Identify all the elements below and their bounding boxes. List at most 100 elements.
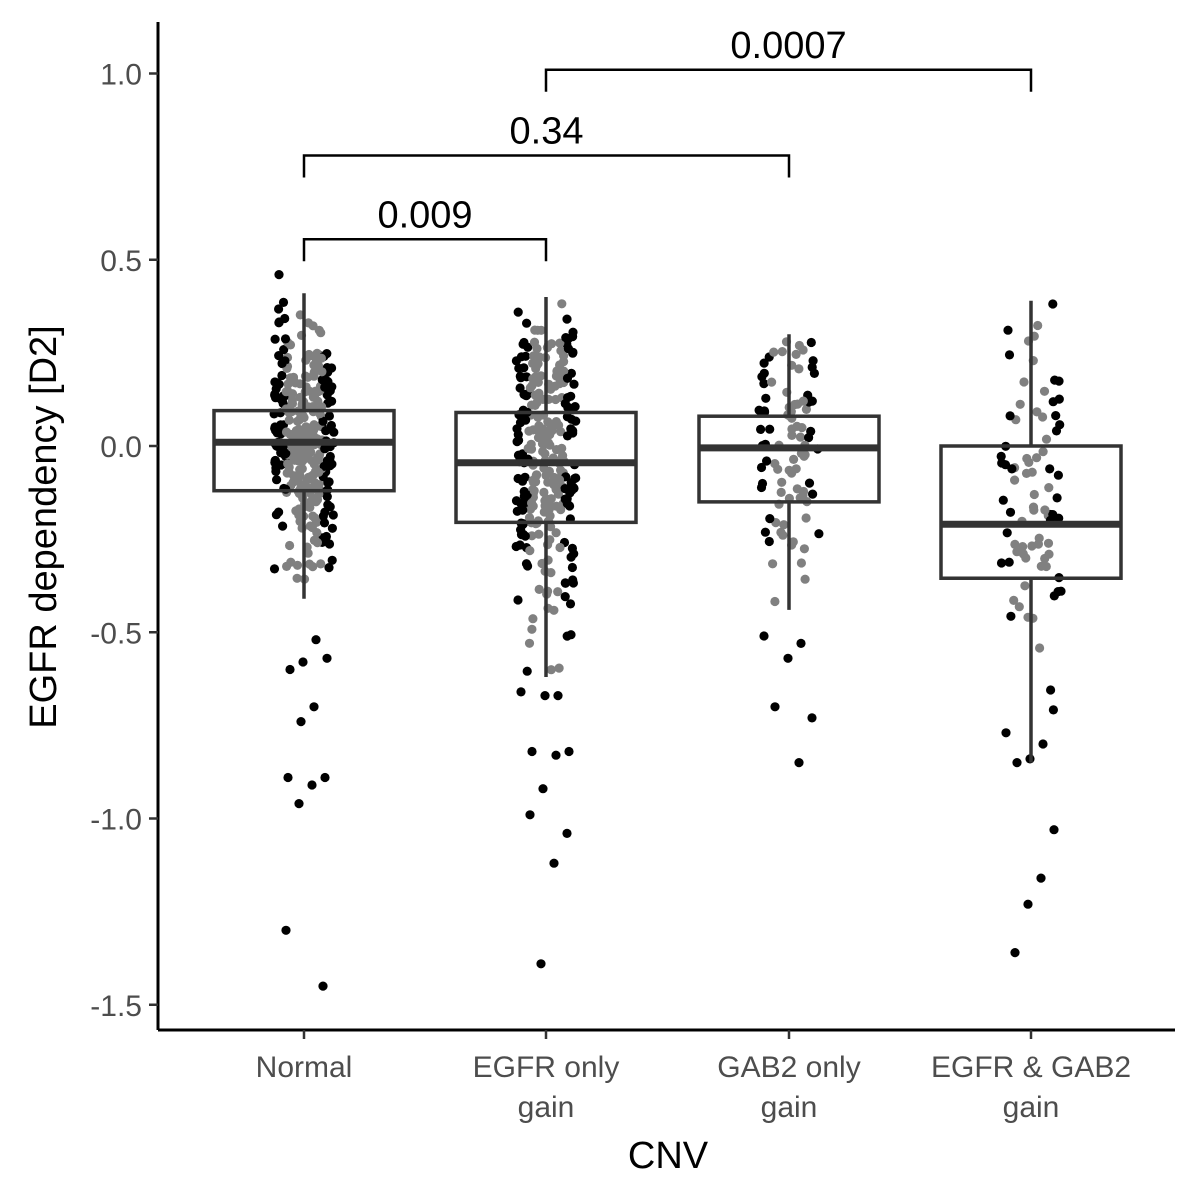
data-point bbox=[561, 333, 571, 343]
data-point bbox=[760, 527, 771, 537]
box-iqr bbox=[454, 410, 638, 525]
data-point bbox=[1051, 426, 1062, 436]
data-point bbox=[767, 377, 777, 387]
data-point bbox=[529, 337, 540, 347]
data-point bbox=[327, 555, 337, 565]
data-point bbox=[808, 489, 818, 499]
data-point bbox=[271, 384, 281, 394]
data-point bbox=[513, 595, 523, 605]
data-point bbox=[568, 347, 578, 357]
data-point bbox=[768, 559, 778, 569]
data-point bbox=[544, 504, 554, 514]
data-point bbox=[555, 338, 565, 348]
data-point bbox=[997, 458, 1007, 468]
x-tick-label: EGFR & GAB2 bbox=[931, 1051, 1131, 1084]
data-point bbox=[808, 356, 818, 366]
data-point bbox=[789, 454, 799, 464]
outlier-point bbox=[796, 638, 806, 649]
data-point bbox=[791, 349, 801, 359]
data-point bbox=[1051, 411, 1061, 421]
data-point bbox=[1046, 685, 1056, 695]
data-point bbox=[777, 347, 787, 357]
data-point bbox=[1005, 411, 1015, 421]
data-point bbox=[319, 518, 330, 528]
data-point bbox=[1040, 553, 1050, 564]
data-point bbox=[271, 466, 281, 476]
data-point bbox=[317, 367, 327, 377]
outlier-point bbox=[311, 635, 321, 645]
data-point bbox=[1044, 483, 1054, 493]
data-point bbox=[543, 477, 553, 487]
axes: 1.0 0.5 0.0 -0.5 -1.0 -1.5 Normal EGFR only gain… bbox=[90, 22, 1175, 1124]
data-point bbox=[791, 464, 801, 474]
data-point bbox=[779, 520, 789, 530]
data-point bbox=[309, 431, 319, 441]
data-point bbox=[566, 552, 576, 562]
data-point bbox=[761, 393, 771, 403]
data-point bbox=[814, 529, 824, 539]
data-point bbox=[806, 337, 816, 348]
data-point bbox=[801, 404, 812, 414]
data-point bbox=[522, 666, 532, 676]
data-point bbox=[323, 478, 333, 488]
data-point bbox=[1045, 464, 1055, 474]
outlier-point bbox=[285, 664, 295, 675]
x-tick-label: gain bbox=[1003, 1091, 1060, 1124]
data-point bbox=[756, 462, 767, 473]
data-point bbox=[777, 477, 787, 487]
data-point bbox=[281, 387, 291, 397]
data-point bbox=[316, 559, 326, 569]
data-point bbox=[524, 426, 534, 436]
outlier-point bbox=[516, 687, 526, 697]
data-point bbox=[520, 531, 530, 541]
data-point bbox=[798, 396, 808, 406]
outlier-point bbox=[1010, 948, 1020, 958]
data-point bbox=[310, 513, 320, 523]
data-point bbox=[563, 393, 573, 403]
data-point bbox=[294, 415, 304, 425]
y-axis-title: EGFR dependency [D2] bbox=[23, 325, 65, 728]
outlier-point bbox=[322, 653, 332, 663]
outlier-point bbox=[274, 270, 284, 280]
data-point bbox=[272, 475, 282, 485]
data-point bbox=[326, 420, 336, 431]
data-point bbox=[787, 424, 797, 434]
data-point bbox=[554, 663, 564, 673]
data-point bbox=[271, 510, 281, 520]
data-point bbox=[522, 318, 532, 328]
data-point bbox=[559, 357, 569, 367]
data-point bbox=[790, 399, 800, 410]
data-point bbox=[562, 498, 572, 509]
data-point bbox=[513, 307, 523, 317]
outlier-point bbox=[1001, 728, 1011, 738]
data-point bbox=[792, 484, 802, 494]
data-point bbox=[757, 372, 767, 382]
data-point bbox=[515, 383, 525, 393]
comparison-bracket bbox=[544, 68, 1033, 92]
data-point bbox=[519, 337, 529, 348]
comparison-bracket bbox=[302, 154, 791, 178]
data-point bbox=[322, 492, 332, 502]
outlier-point bbox=[549, 858, 559, 868]
data-point bbox=[281, 427, 292, 437]
data-point bbox=[327, 459, 337, 469]
data-point bbox=[799, 544, 810, 554]
data-point bbox=[284, 467, 294, 477]
y-tick-label: 0.0 bbox=[100, 431, 142, 464]
data-point bbox=[562, 431, 573, 441]
data-point bbox=[328, 510, 338, 520]
data-point bbox=[307, 423, 317, 433]
data-point bbox=[525, 383, 535, 393]
data-point bbox=[556, 427, 566, 437]
data-point bbox=[1043, 538, 1054, 548]
data-point bbox=[301, 453, 311, 463]
data-point bbox=[519, 363, 529, 373]
data-point bbox=[1053, 470, 1063, 480]
data-point bbox=[1003, 325, 1013, 335]
data-point bbox=[314, 467, 324, 477]
data-point bbox=[306, 447, 316, 457]
data-point bbox=[800, 450, 810, 460]
x-tick-label: gain bbox=[518, 1091, 575, 1124]
data-point bbox=[320, 382, 330, 392]
